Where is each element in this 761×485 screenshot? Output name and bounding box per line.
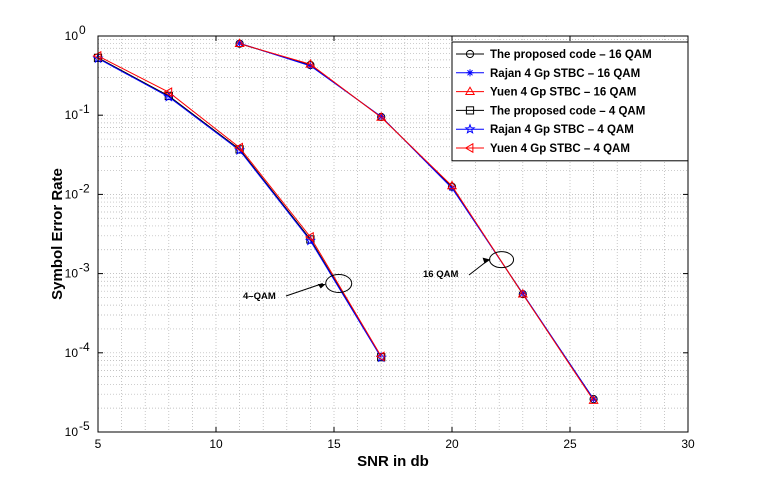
x-tick-label: 25: [563, 437, 577, 451]
y-tick-label: 10: [65, 187, 79, 201]
data-point-marker: [305, 58, 316, 68]
y-tick-label: 10: [65, 267, 79, 281]
legend-marker: [466, 69, 474, 77]
data-point-marker: [92, 50, 102, 62]
grid: [97, 35, 689, 433]
y-tick-label: 10: [65, 346, 79, 360]
series-3: [234, 38, 599, 404]
data-point-marker: [163, 87, 173, 98]
legend-marker: [464, 86, 476, 95]
x-tick-label: 10: [209, 437, 223, 451]
data-point-marker: [517, 288, 528, 298]
data-point-marker: [306, 62, 314, 70]
y-tick-exponent: -3: [79, 261, 90, 275]
legend-marker: [464, 123, 476, 134]
legend-entry: Yuen 4 Gp STBC – 4 QAM: [456, 142, 630, 155]
legend-label: Rajan 4 Gp STBC – 4 QAM: [490, 124, 634, 136]
data-point-marker: [377, 113, 385, 121]
ellipse-4qam: [325, 273, 353, 293]
arrow-4qam: [285, 283, 323, 297]
annotations: 4–QAM 16 QAM: [243, 251, 515, 302]
data-series: [92, 38, 599, 404]
y-axis-title: Symbol Error Rate: [49, 168, 66, 300]
legend-label: The proposed code – 4 QAM: [490, 105, 645, 117]
data-point-marker: [234, 38, 245, 48]
annotation-16qam: 16 QAM: [423, 269, 458, 280]
data-point-marker: [448, 184, 456, 192]
data-point-marker: [304, 231, 314, 243]
arrowhead-16qam: [482, 257, 491, 264]
legend-entry: The proposed code – 4 QAM: [456, 105, 645, 117]
data-point-marker: [234, 142, 243, 153]
x-tick-label: 15: [327, 437, 341, 451]
arrowhead-4qam: [317, 283, 326, 289]
legend-entry: Rajan 4 Gp STBC – 16 QAM: [456, 68, 640, 80]
annotation-4qam: 4–QAM: [243, 291, 276, 302]
legend-box: [451, 41, 689, 162]
series-line: [97, 57, 382, 358]
legend-label: Yuen 4 Gp STBC – 4 QAM: [490, 143, 630, 155]
y-tick-exponent: -4: [79, 340, 90, 354]
y-tick-exponent: -5: [79, 419, 90, 433]
legend-label: Rajan 4 Gp STBC – 16 QAM: [490, 68, 640, 80]
data-point-marker: [588, 395, 599, 404]
y-tick-exponent: 0: [79, 23, 86, 37]
legend-entry: Rajan 4 Gp STBC – 4 QAM: [456, 123, 634, 136]
y-tick-exponent: -1: [79, 102, 90, 116]
legend-marker: [465, 106, 475, 115]
plot-area-frame: [97, 35, 689, 433]
data-point-marker: [375, 351, 385, 362]
legend-label: The proposed code – 16 QAM: [490, 49, 652, 61]
ellipse-16qam: [489, 251, 515, 269]
series-line: [97, 55, 382, 357]
series-6: [92, 50, 385, 362]
series-line: [239, 43, 595, 401]
legend: The proposed code – 16 QAM Rajan 4 Gp STB…: [451, 41, 689, 162]
y-tick-label: 10: [65, 29, 79, 43]
legend-marker: [464, 142, 474, 154]
x-tick-label: 5: [95, 437, 102, 451]
y-tick-label: 10: [65, 108, 79, 122]
legend-label: Yuen 4 Gp STBC – 16 QAM: [490, 87, 636, 99]
data-point-marker: [590, 395, 598, 403]
legend-entry: The proposed code – 16 QAM: [456, 49, 652, 61]
data-point-marker: [376, 111, 387, 121]
x-tick-label: 30: [681, 437, 695, 451]
y-tick-exponent: -2: [79, 181, 90, 195]
data-point-marker: [446, 180, 458, 190]
x-axis-title: SNR in db: [357, 453, 429, 470]
legend-entry: Yuen 4 Gp STBC – 16 QAM: [456, 86, 636, 99]
legend-marker: [465, 49, 475, 59]
x-tick-label: 20: [445, 437, 459, 451]
data-point-marker: [236, 39, 244, 47]
y-tick-label: 10: [65, 425, 79, 439]
